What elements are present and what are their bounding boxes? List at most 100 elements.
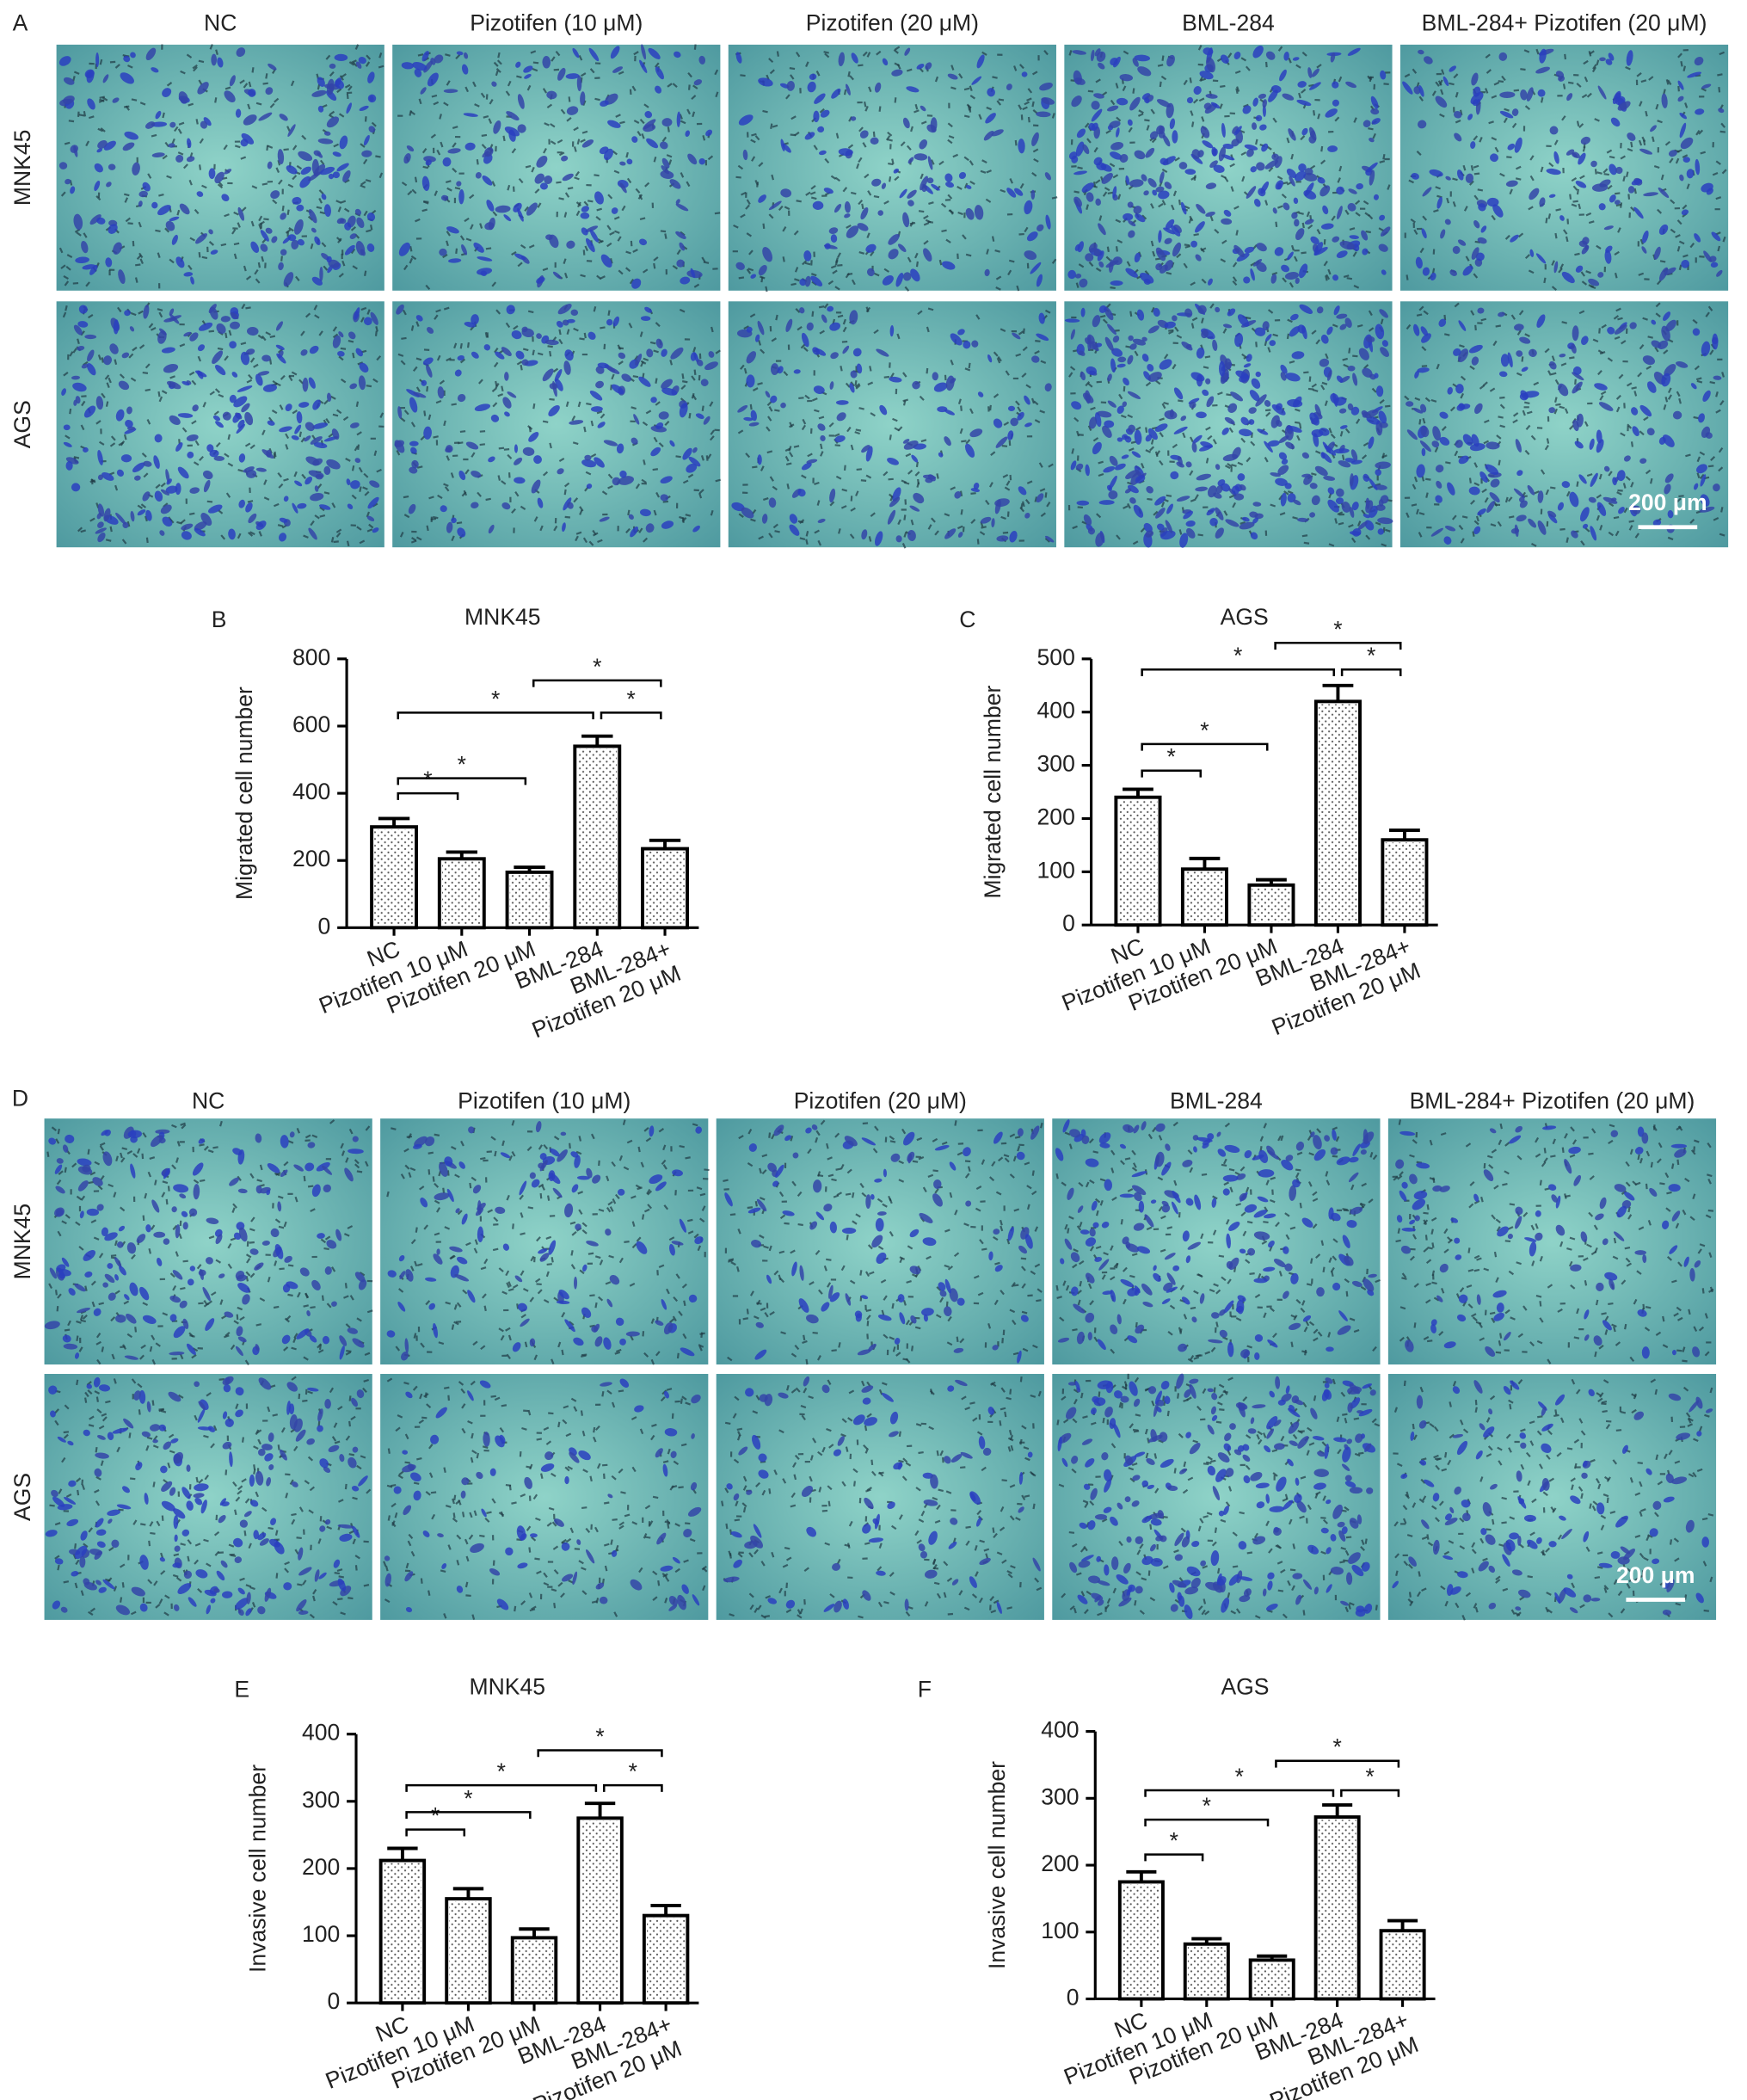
pore [1695,257,1697,263]
cell [229,75,236,87]
pore [397,114,403,117]
cell [169,121,176,128]
column-header: Pizotifen (20 μM) [806,9,979,35]
pore [543,147,547,154]
pore [617,526,619,532]
pore [255,102,262,106]
pore [157,1325,163,1327]
pore [337,237,342,243]
pore [225,86,231,90]
pore [171,1358,177,1360]
pore [1212,403,1218,407]
cell [103,140,116,151]
cell [299,176,311,188]
pore [446,80,451,86]
cell [326,116,340,128]
pore [1625,328,1628,334]
pore [288,374,295,378]
cell [277,149,285,164]
pore [606,242,612,248]
pore [340,200,347,204]
pore [613,169,620,175]
pore [316,206,323,210]
pore [1644,278,1650,280]
pore [198,79,203,86]
pore [338,113,345,118]
pore [583,200,589,206]
cell [214,171,225,184]
cell [329,63,336,69]
pore [166,82,173,87]
pore [310,243,314,249]
pore [575,170,580,177]
pore [625,250,631,255]
pore [364,116,367,122]
pore [651,202,655,208]
pore [234,145,241,149]
pore [637,131,642,137]
micrograph [1399,44,1729,291]
pore [654,62,660,68]
pore [474,103,480,108]
pore [642,268,649,274]
pore [415,218,421,223]
pore [676,249,681,256]
pore [1295,181,1301,183]
pore [667,83,673,88]
pore [162,112,165,119]
pore [436,149,441,156]
cell [112,97,120,103]
pore [664,233,667,239]
pore [511,250,517,256]
pore [610,257,613,264]
pore [1682,49,1689,52]
pore [124,193,130,197]
cell [323,204,331,217]
pore [287,183,294,188]
cell [102,74,109,83]
pore [581,130,588,134]
pore [138,252,144,259]
pore [630,240,633,247]
pore [1314,98,1320,102]
cell [300,166,311,176]
pore [418,98,422,105]
pore [217,183,224,189]
pore [889,144,892,150]
cell [580,212,590,219]
pore [189,237,196,242]
pore [594,97,600,102]
pore [454,135,461,139]
pore [446,231,451,237]
pore [606,225,612,231]
pore [534,188,540,194]
cell [319,266,323,282]
pore [208,241,215,246]
pore [458,172,464,175]
cell [237,206,245,221]
pore [325,1158,332,1161]
pore [199,138,204,145]
pore [147,173,152,179]
column-header: Pizotifen (10 μM) [458,1087,631,1113]
pore [250,220,255,227]
pore [425,284,431,290]
pore [714,428,720,432]
cell [108,163,116,170]
pore [481,133,488,137]
pore [174,126,179,132]
cell [151,121,168,127]
pore [325,54,331,60]
pore [1018,539,1024,542]
pore [232,227,238,230]
column-header: BML-284 [1170,1087,1263,1113]
pore [600,275,606,280]
cell [260,230,269,242]
pore [295,275,300,281]
pore [415,237,422,240]
cell [63,77,75,85]
pore [66,254,73,259]
pore [431,94,438,98]
pore [1264,530,1268,536]
pore [344,179,350,184]
